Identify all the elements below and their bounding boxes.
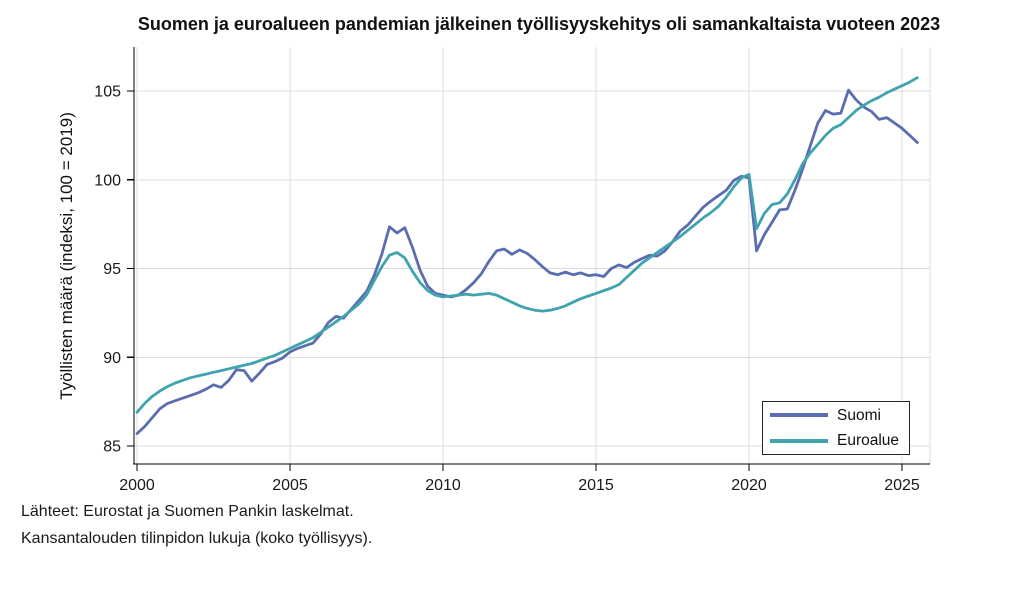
legend: Suomi Euroalue <box>762 401 910 455</box>
x-tick-label-2010: 2010 <box>425 477 461 494</box>
x-tick-label-2015: 2015 <box>578 477 614 494</box>
series-line-euroalue <box>135 76 919 414</box>
legend-entry-euroalue: Euroalue <box>763 429 909 453</box>
legend-line-sample-euroalue <box>770 438 828 443</box>
series-line-suomi <box>135 88 919 436</box>
source-note: Lähteet: Eurostat ja Suomen Pankin laske… <box>21 503 354 520</box>
y-tick-label-85: 85 <box>103 439 121 456</box>
y-tick-label-95: 95 <box>103 261 121 278</box>
y-tick-label-105: 105 <box>94 84 121 101</box>
y-tick-label-90: 90 <box>103 350 121 367</box>
legend-entry-suomi: Suomi <box>763 403 909 427</box>
y-tick-label-100: 100 <box>94 172 121 189</box>
legend-label-euroalue: Euroalue <box>837 431 900 449</box>
x-tick-label-2000: 2000 <box>119 477 155 494</box>
footnote: Kansantalouden tilinpidon lukuja (koko t… <box>21 530 373 547</box>
x-tick-label-2020: 2020 <box>731 477 767 494</box>
chart-title: Suomen ja euroalueen pandemian jälkeinen… <box>137 14 941 34</box>
legend-label-suomi: Suomi <box>837 406 881 424</box>
legend-line-sample-suomi <box>770 413 828 418</box>
x-tick-label-2005: 2005 <box>272 477 308 494</box>
x-tick-label-2025: 2025 <box>884 477 920 494</box>
